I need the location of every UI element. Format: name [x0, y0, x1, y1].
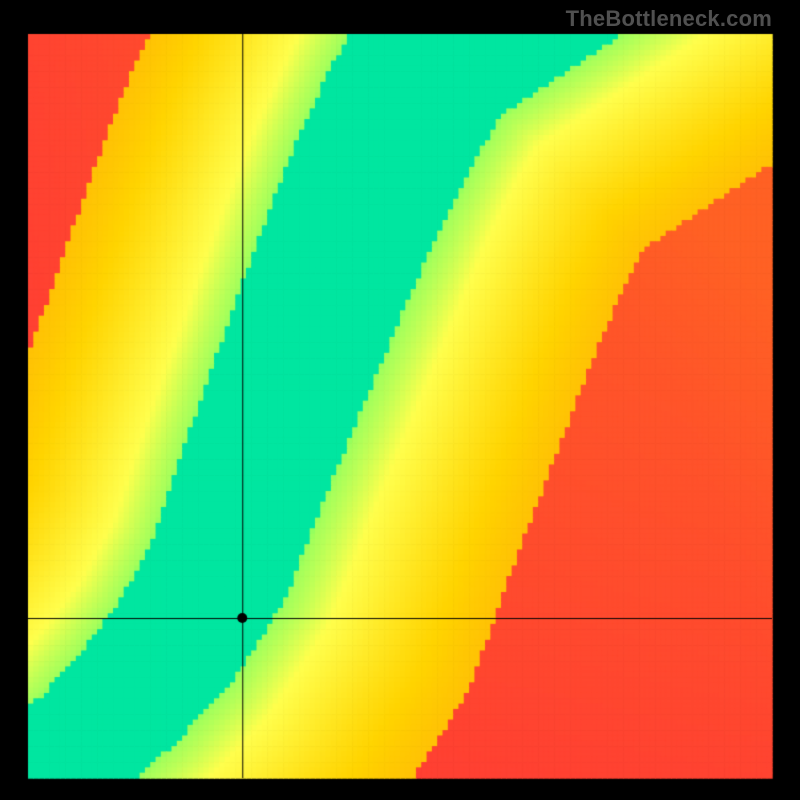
bottleneck-heatmap [0, 0, 800, 800]
watermark-text: TheBottleneck.com [566, 6, 772, 32]
